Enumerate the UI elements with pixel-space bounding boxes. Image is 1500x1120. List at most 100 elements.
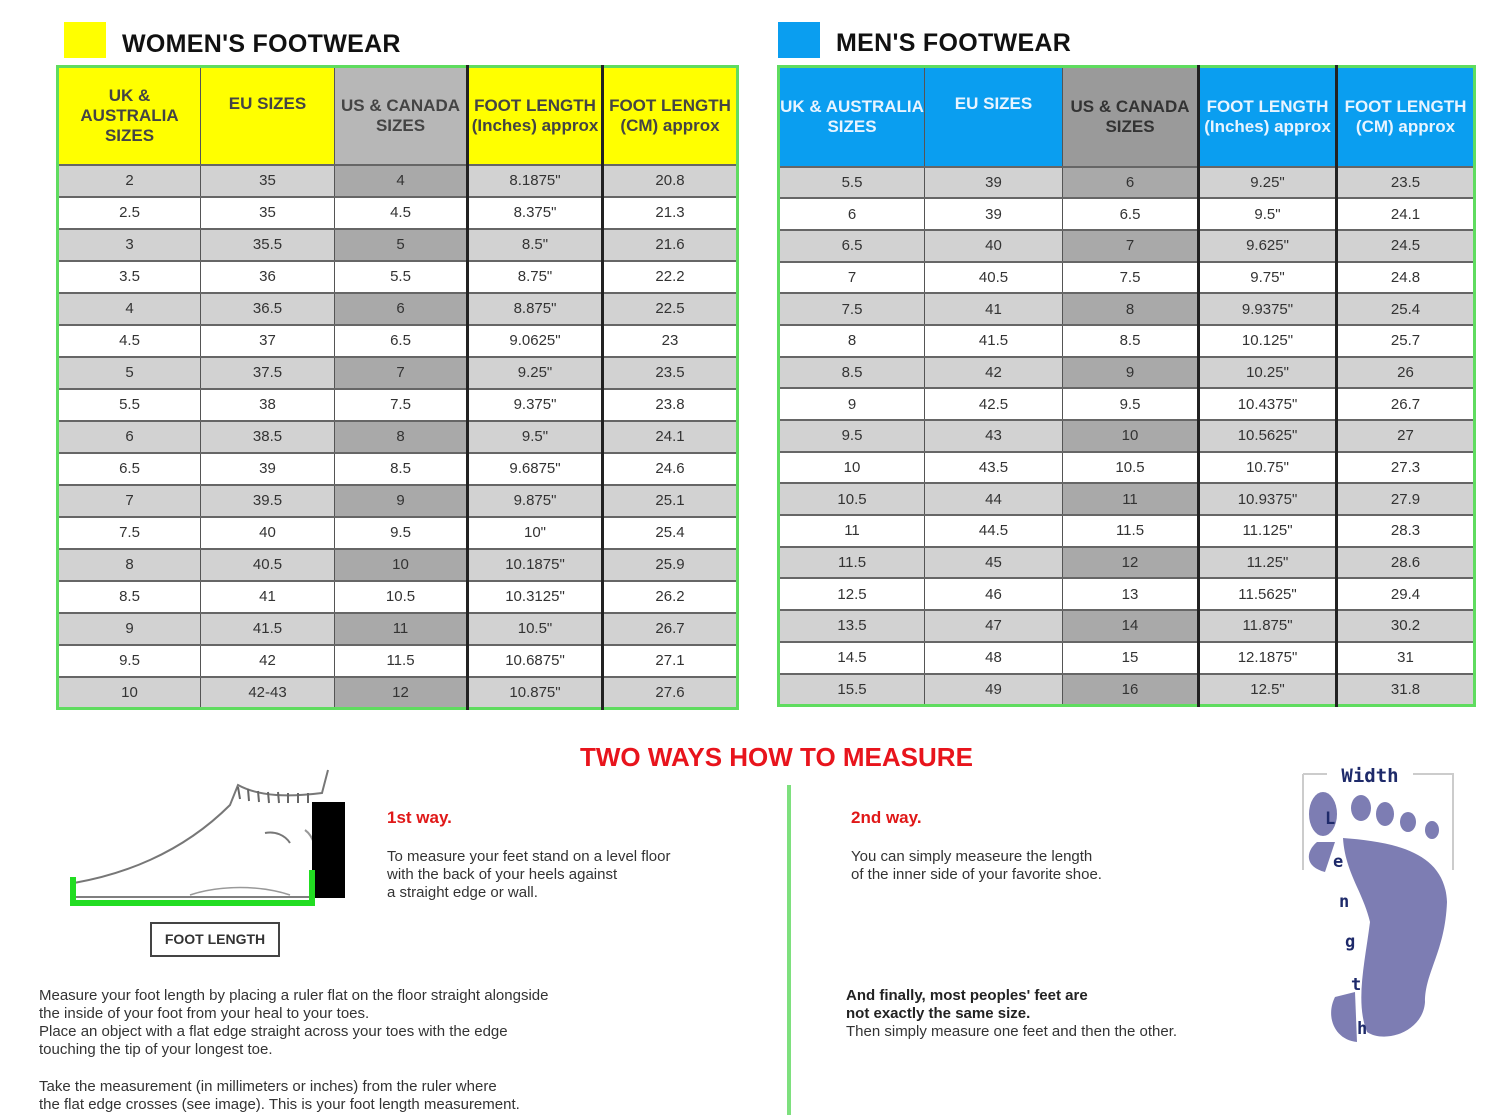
uk-australia-size-cell: 8.5 bbox=[57, 579, 201, 613]
eu-size-cell: 40.5 bbox=[200, 547, 335, 581]
foot-length-inches-cell: 9.25" bbox=[1198, 165, 1338, 199]
foot-length-cm-cell: 25.4 bbox=[602, 515, 738, 549]
uk-australia-size-cell: 7.5 bbox=[778, 292, 925, 325]
table-row: 3.5 36 5.5 8.75" 22.2 bbox=[57, 259, 738, 293]
eu-size-cell: 44.5 bbox=[924, 514, 1063, 547]
foot-length-cm-cell: 26.2 bbox=[602, 579, 738, 613]
foot-length-cm-cell: 22.2 bbox=[602, 259, 738, 293]
us-canada-size-cell: 8 bbox=[1062, 292, 1200, 325]
uk-australia-size-cell: 12.5 bbox=[778, 577, 925, 611]
foot-length-inches-cell: 10" bbox=[467, 515, 604, 549]
table-row: 14.5 48 15 12.1875" 31 bbox=[778, 640, 1475, 674]
us-canada-size-cell: 4 bbox=[334, 163, 469, 197]
us-canada-size-cell: 10 bbox=[1062, 419, 1200, 452]
table-row: 8.5 42 9 10.25" 26 bbox=[778, 355, 1475, 389]
eu-size-cell: 49 bbox=[924, 672, 1063, 706]
us-canada-size-cell: 9 bbox=[334, 483, 469, 517]
uk-australia-size-cell: 11.5 bbox=[778, 545, 925, 579]
eu-size-cell: 43 bbox=[924, 419, 1063, 452]
uk-australia-size-cell: 7 bbox=[57, 483, 201, 517]
foot-length-inches-cell: 10.3125" bbox=[467, 579, 604, 613]
eu-size-cell: 43.5 bbox=[924, 450, 1063, 484]
table-row: 12.5 46 13 11.5625" 29.4 bbox=[778, 577, 1475, 611]
women-table-body: 2 35 4 8.1875" 20.8 2.5 35 4.5 8.375" 21.3 3 35.5 5 8… bbox=[57, 163, 738, 709]
us-canada-size-cell: 8.5 bbox=[334, 451, 469, 485]
uk-australia-size-cell: 10 bbox=[778, 450, 925, 484]
header-us-canada: US & CANADA SIZES bbox=[1062, 66, 1200, 167]
foot-length-inches-cell: 10.9375" bbox=[1198, 482, 1338, 516]
us-canada-size-cell: 7.5 bbox=[334, 387, 469, 421]
us-canada-size-cell: 5 bbox=[334, 227, 469, 261]
eu-size-cell: 38 bbox=[200, 387, 335, 421]
section-divider bbox=[787, 785, 791, 1115]
eu-size-cell: 37.5 bbox=[200, 355, 335, 389]
foot-length-cm-cell: 26.7 bbox=[602, 611, 738, 645]
eu-size-cell: 39 bbox=[924, 165, 1063, 199]
uk-australia-size-cell: 2.5 bbox=[57, 195, 201, 229]
uk-australia-size-cell: 11 bbox=[778, 514, 925, 547]
eu-size-cell: 40 bbox=[200, 515, 335, 549]
foot-length-cm-cell: 28.6 bbox=[1336, 545, 1475, 579]
foot-length-cm-cell: 25.1 bbox=[602, 483, 738, 517]
uk-australia-size-cell: 10 bbox=[57, 675, 201, 709]
foot-length-inches-cell: 9.0625" bbox=[467, 323, 604, 357]
header-eu: EU SIZES bbox=[924, 66, 1063, 167]
uk-australia-size-cell: 10.5 bbox=[778, 482, 925, 516]
foot-length-cm-cell: 25.7 bbox=[1336, 323, 1475, 357]
first-way-heading: 1st way. bbox=[387, 808, 452, 827]
foot-length-cm-cell: 26 bbox=[1336, 355, 1475, 389]
table-row: 6.5 39 8.5 9.6875" 24.6 bbox=[57, 451, 738, 485]
men-section-title: MEN'S FOOTWEAR bbox=[836, 29, 1072, 57]
foot-length-inches-cell: 11.875" bbox=[1198, 609, 1338, 642]
foot-length-inches-cell: 9.6875" bbox=[467, 451, 604, 485]
foot-length-inches-cell: 8.75" bbox=[467, 259, 604, 293]
foot-length-cm-cell: 27.1 bbox=[602, 643, 738, 677]
table-row: 9.5 43 10 10.5625" 27 bbox=[778, 419, 1475, 452]
men-table-body: 5.5 39 6 9.25" 23.5 6 39 6.5 9.5" 24.1 6.5 40 7 9.625… bbox=[778, 165, 1475, 706]
eu-size-cell: 42 bbox=[200, 643, 335, 677]
foot-length-inches-cell: 9.5" bbox=[467, 419, 604, 453]
foot-length-inches-cell: 11.25" bbox=[1198, 545, 1338, 579]
eu-size-cell: 40 bbox=[924, 228, 1063, 262]
table-row: 6 39 6.5 9.5" 24.1 bbox=[778, 197, 1475, 230]
second-way-heading: 2nd way. bbox=[851, 808, 922, 827]
us-canada-size-cell: 14 bbox=[1062, 609, 1200, 642]
us-canada-size-cell: 7 bbox=[1062, 228, 1200, 262]
second-way-text: You can simply measeure the length of th… bbox=[851, 848, 1102, 883]
foot-length-cm-cell: 27 bbox=[1336, 419, 1475, 452]
foot-length-cm-cell: 26.7 bbox=[1336, 387, 1475, 420]
table-row: 8 41.5 8.5 10.125" 25.7 bbox=[778, 323, 1475, 357]
us-canada-size-cell: 15 bbox=[1062, 640, 1200, 674]
foot-length-cm-cell: 25.9 bbox=[602, 547, 738, 581]
table-row: 5.5 39 6 9.25" 23.5 bbox=[778, 165, 1475, 199]
table-row: 4.5 37 6.5 9.0625" 23 bbox=[57, 323, 738, 357]
eu-size-cell: 38.5 bbox=[200, 419, 335, 453]
table-row: 7 40.5 7.5 9.75" 24.8 bbox=[778, 260, 1475, 294]
header-uk-australia: UK & AUSTRALIA SIZES bbox=[778, 66, 925, 167]
foot-length-cm-cell: 25.4 bbox=[1336, 292, 1475, 325]
uk-australia-size-cell: 6.5 bbox=[57, 451, 201, 485]
table-row: 6 38.5 8 9.5" 24.1 bbox=[57, 419, 738, 453]
foot-length-cm-cell: 24.1 bbox=[1336, 197, 1475, 230]
finally-note-bold: And finally, most peoples' feet are not … bbox=[846, 987, 1088, 1022]
foot-length-inches-cell: 9.625" bbox=[1198, 228, 1338, 262]
table-row: 3 35.5 5 8.5" 21.6 bbox=[57, 227, 738, 261]
foot-length-cm-cell: 21.6 bbox=[602, 227, 738, 261]
foot-length-inches-cell: 12.5" bbox=[1198, 672, 1338, 706]
foot-length-cm-cell: 23.8 bbox=[602, 387, 738, 421]
foot-length-inches-cell: 9.75" bbox=[1198, 260, 1338, 294]
foot-length-cm-cell: 27.3 bbox=[1336, 450, 1475, 484]
uk-australia-size-cell: 9 bbox=[57, 611, 201, 645]
width-label: Width bbox=[1341, 765, 1398, 787]
us-canada-size-cell: 6.5 bbox=[1062, 197, 1200, 230]
header-us-canada: US & CANADA SIZES bbox=[334, 66, 469, 165]
us-canada-size-cell: 10 bbox=[334, 547, 469, 581]
table-row: 9.5 42 11.5 10.6875" 27.1 bbox=[57, 643, 738, 677]
table-row: 9 42.5 9.5 10.4375" 26.7 bbox=[778, 387, 1475, 420]
uk-australia-size-cell: 2 bbox=[57, 163, 201, 197]
foot-length-cm-cell: 21.3 bbox=[602, 195, 738, 229]
foot-length-inches-cell: 10.75" bbox=[1198, 450, 1338, 484]
eu-size-cell: 42-43 bbox=[200, 675, 335, 709]
